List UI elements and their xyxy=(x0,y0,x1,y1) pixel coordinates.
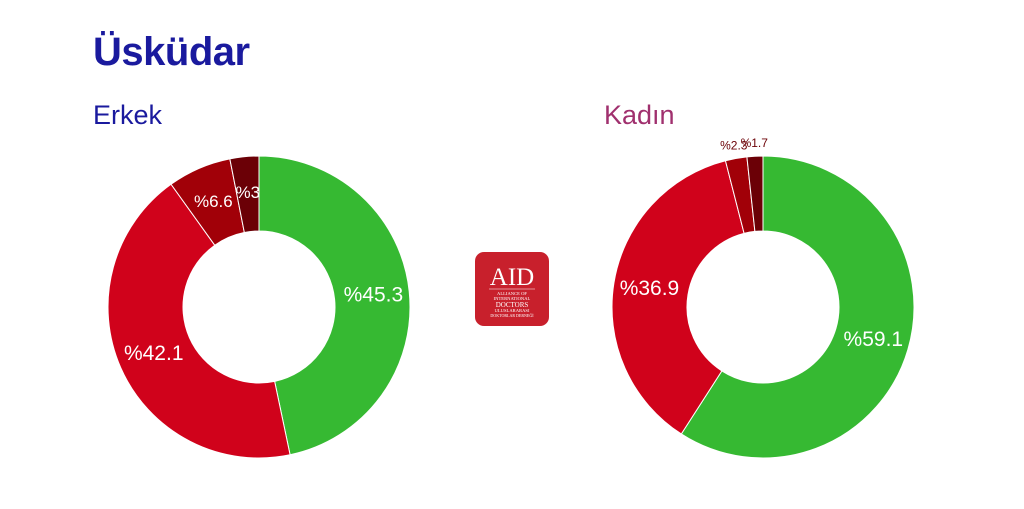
slice-label: %3 xyxy=(236,183,261,202)
logo-main-text: AID xyxy=(490,264,534,291)
donut-slice xyxy=(229,155,260,234)
logo-line-4: ULUSLARARASI xyxy=(495,308,530,313)
donut-slice xyxy=(258,155,411,456)
donut-slice xyxy=(107,183,291,459)
donut-slice xyxy=(680,155,915,459)
logo-line-3: DOCTORS xyxy=(496,301,529,309)
aid-logo: AID ALLIANCE OF INTERNATIONAL DOCTORS UL… xyxy=(475,252,549,326)
logo-line-2: INTERNATIONAL xyxy=(494,296,531,301)
logo-line-1: ALLIANCE OF xyxy=(497,291,527,296)
page-title: Üsküdar xyxy=(93,30,250,74)
slice-label: %36.9 xyxy=(620,277,680,300)
slice-label: %2.3 xyxy=(720,139,748,153)
slice-label: %59.1 xyxy=(844,328,904,351)
chart-title-erkek: Erkek xyxy=(93,100,163,130)
slice-label: %6.6 xyxy=(194,192,233,211)
slice-label: %45.3 xyxy=(344,284,404,307)
logo-line-5: DOKTORLAR DERNEĞİ xyxy=(490,313,534,318)
donut-slice xyxy=(746,155,764,232)
chart-title-kadin: Kadın xyxy=(604,100,675,130)
donut-chart-kadin: %59.1 %36.9 %2.3%1.7 xyxy=(611,136,915,459)
slice-label: %42.1 xyxy=(124,342,184,365)
donut-slice xyxy=(611,160,745,435)
donut-chart-erkek: %45.3 %42.1 %6.6 %3 xyxy=(107,155,411,459)
slice-label: %1.7 xyxy=(741,136,769,150)
